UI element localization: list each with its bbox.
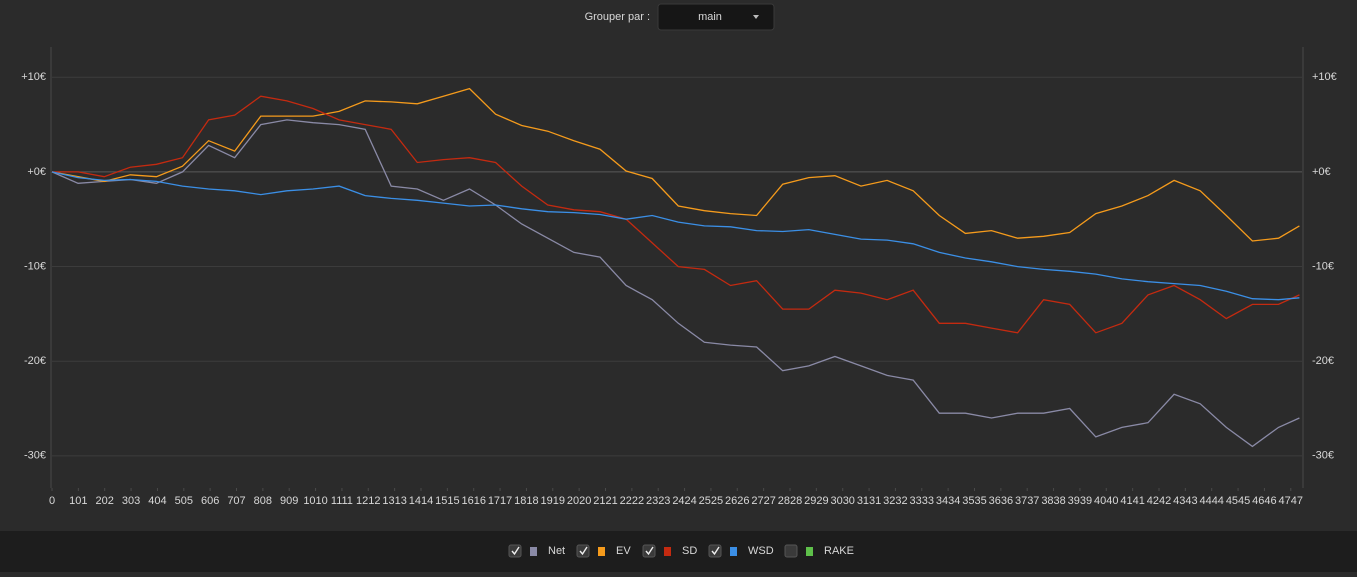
x-tick-label: 1010	[303, 495, 327, 507]
x-tick-label: 4343	[1173, 495, 1197, 507]
y2-tick-label: -10€	[1312, 260, 1334, 272]
x-tick-label: 3737	[1015, 495, 1039, 507]
x-tick-label: 3838	[1041, 495, 1065, 507]
y-tick-label: -10€	[24, 260, 46, 272]
legend-checkbox[interactable]	[708, 544, 722, 558]
legend-label: WSD	[748, 545, 774, 557]
x-tick-label: 4242	[1147, 495, 1171, 507]
x-tick-label: 2020	[567, 495, 591, 507]
x-tick-label: 1818	[514, 495, 538, 507]
x-tick-label: 3939	[1068, 495, 1092, 507]
x-tick-label: 3434	[936, 495, 960, 507]
x-tick-label: 909	[280, 495, 298, 507]
legend-bar	[0, 531, 1357, 572]
legend-check[interactable]	[579, 546, 588, 556]
x-tick-label: 3232	[883, 495, 907, 507]
x-tick-label: 3333	[910, 495, 934, 507]
x-tick-label: 1313	[382, 495, 406, 507]
y-tick-label: -30€	[24, 450, 46, 462]
y2-tick-label: +0€	[1312, 166, 1331, 178]
x-tick-label: 1515	[435, 495, 459, 507]
x-tick-label: 4545	[1226, 495, 1250, 507]
legend-label: EV	[616, 545, 631, 557]
series-line	[52, 95, 1300, 334]
x-tick-label: 2727	[751, 495, 775, 507]
select-value[interactable]: main	[698, 11, 722, 23]
x-tick-label: 2929	[804, 495, 828, 507]
legend-check[interactable]	[711, 546, 720, 556]
x-tick-label: 4040	[1094, 495, 1118, 507]
x-tick-label: 3030	[830, 495, 854, 507]
x-tick-label: 3131	[857, 495, 881, 507]
y2-tick-label: -20€	[1312, 355, 1334, 367]
legend-checkbox[interactable]	[784, 544, 798, 558]
x-tick-label: 2323	[646, 495, 670, 507]
legend-swatch	[530, 547, 537, 556]
x-tick-label: 101	[69, 495, 87, 507]
legend-checkbox[interactable]	[508, 544, 522, 558]
x-tick-label: 4444	[1199, 495, 1223, 507]
legend-swatch	[730, 547, 737, 556]
x-tick-label: 1919	[541, 495, 565, 507]
legend-check[interactable]	[645, 546, 654, 556]
x-tick-label: 1616	[461, 495, 485, 507]
x-tick-label: 3636	[989, 495, 1013, 507]
x-tick-label: 2424	[672, 495, 696, 507]
x-tick-label: 1414	[409, 495, 433, 507]
series-line	[51, 171, 1300, 301]
select-box[interactable]	[657, 3, 775, 31]
x-tick-label: 505	[175, 495, 193, 507]
legend-swatch	[664, 547, 671, 556]
x-tick-label: 1212	[356, 495, 380, 507]
legend-label: Net	[548, 545, 565, 557]
series-line	[51, 119, 1300, 448]
legend-checkbox[interactable]	[576, 544, 590, 558]
x-tick-label: 2626	[725, 495, 749, 507]
x-tick-label: 606	[201, 495, 219, 507]
y-tick-label: -20€	[24, 355, 46, 367]
group-by-label: Grouper par :	[585, 11, 650, 23]
series-line	[51, 87, 1300, 242]
legend-swatch	[806, 547, 813, 556]
y2-tick-label: -30€	[1312, 450, 1334, 462]
x-tick-label: 707	[227, 495, 245, 507]
background	[0, 0, 1357, 531]
x-tick-label: 4747	[1279, 495, 1303, 507]
legend-label: SD	[682, 545, 697, 557]
legend-checkbox[interactable]	[642, 544, 656, 558]
x-tick-label: 404	[148, 495, 166, 507]
x-tick-label: 3535	[962, 495, 986, 507]
x-tick-label: 808	[254, 495, 272, 507]
legend-swatch	[598, 547, 605, 556]
x-tick-label: 2222	[620, 495, 644, 507]
x-tick-label: 2828	[778, 495, 802, 507]
y-tick-label: +0€	[27, 166, 46, 178]
legend-label: RAKE	[824, 545, 854, 557]
x-tick-label: 303	[122, 495, 140, 507]
select-arrow[interactable]	[753, 15, 759, 19]
x-tick-label: 1111	[331, 495, 353, 507]
x-tick-label: 2525	[699, 495, 723, 507]
group-by-select[interactable]: main	[657, 3, 775, 31]
x-tick-label: 2121	[593, 495, 617, 507]
x-tick-label: 0	[49, 495, 55, 507]
x-tick-label: 1717	[488, 495, 512, 507]
x-tick-label: 4141	[1120, 495, 1144, 507]
x-tick-label: 4646	[1252, 495, 1276, 507]
y2-tick-label: +10€	[1312, 71, 1337, 83]
x-tick-label: 202	[96, 495, 114, 507]
legend-check[interactable]	[511, 546, 520, 556]
y-tick-label: +10€	[21, 71, 46, 83]
